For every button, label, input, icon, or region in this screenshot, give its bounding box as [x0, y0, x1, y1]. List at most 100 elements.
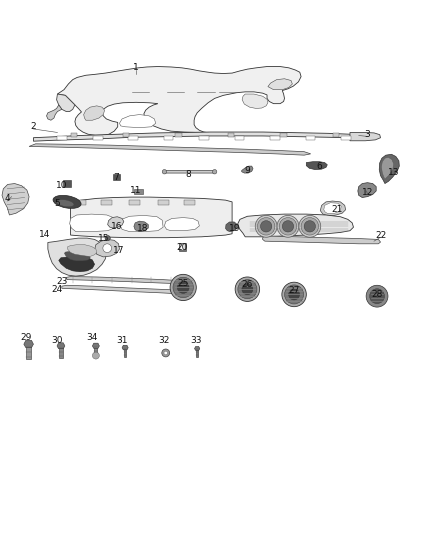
Polygon shape — [320, 201, 346, 216]
Circle shape — [261, 221, 272, 232]
Bar — [158, 200, 169, 205]
Text: 19: 19 — [229, 224, 240, 233]
Polygon shape — [238, 214, 353, 237]
Circle shape — [366, 285, 388, 307]
Text: 16: 16 — [111, 222, 122, 231]
Polygon shape — [306, 161, 327, 169]
Text: 24: 24 — [52, 285, 63, 294]
Circle shape — [162, 349, 170, 357]
Text: 4: 4 — [4, 195, 10, 203]
Polygon shape — [242, 166, 253, 173]
Text: 29: 29 — [20, 333, 31, 342]
Text: 28: 28 — [371, 290, 383, 300]
Polygon shape — [263, 236, 381, 244]
Text: 7: 7 — [113, 173, 119, 182]
Polygon shape — [95, 239, 120, 257]
Text: 6: 6 — [317, 163, 322, 172]
Bar — [94, 346, 97, 357]
Bar — [164, 135, 173, 140]
Polygon shape — [358, 183, 376, 198]
Bar — [179, 244, 186, 251]
Circle shape — [285, 285, 304, 304]
Ellipse shape — [53, 196, 81, 208]
Bar — [180, 244, 185, 251]
Text: 32: 32 — [159, 336, 170, 345]
Bar — [113, 174, 120, 181]
Bar — [196, 349, 198, 357]
Circle shape — [301, 217, 318, 235]
Bar — [75, 200, 86, 205]
Bar — [341, 135, 351, 140]
Polygon shape — [381, 157, 394, 179]
Circle shape — [173, 277, 194, 297]
Polygon shape — [66, 277, 180, 284]
Polygon shape — [71, 197, 232, 238]
Text: 27: 27 — [288, 286, 300, 295]
Text: 30: 30 — [52, 336, 63, 345]
Polygon shape — [46, 105, 62, 120]
Text: 5: 5 — [55, 199, 60, 208]
Polygon shape — [57, 67, 301, 135]
Bar — [124, 348, 127, 357]
Polygon shape — [242, 94, 268, 108]
Circle shape — [103, 244, 112, 253]
Circle shape — [279, 217, 297, 235]
Ellipse shape — [162, 169, 166, 174]
Circle shape — [105, 236, 110, 241]
Circle shape — [283, 221, 293, 232]
Text: 15: 15 — [98, 233, 109, 243]
Ellipse shape — [57, 200, 74, 207]
Circle shape — [255, 215, 277, 237]
Circle shape — [177, 281, 189, 293]
Polygon shape — [350, 133, 381, 141]
Text: 20: 20 — [176, 243, 187, 252]
Polygon shape — [379, 154, 399, 183]
Polygon shape — [164, 217, 199, 231]
Bar — [101, 200, 112, 205]
Circle shape — [282, 282, 306, 306]
Bar — [175, 133, 182, 137]
Polygon shape — [163, 171, 215, 173]
Circle shape — [238, 280, 257, 298]
Polygon shape — [226, 222, 237, 231]
Circle shape — [242, 284, 253, 295]
Text: 1: 1 — [133, 63, 139, 72]
Bar — [228, 133, 234, 137]
Bar — [306, 135, 315, 140]
Text: 13: 13 — [388, 168, 399, 177]
Polygon shape — [268, 79, 292, 90]
Bar — [26, 344, 31, 359]
Polygon shape — [33, 132, 365, 141]
Circle shape — [370, 289, 385, 304]
Polygon shape — [62, 285, 180, 294]
Text: 14: 14 — [39, 230, 50, 239]
Polygon shape — [108, 217, 124, 228]
Polygon shape — [59, 256, 95, 272]
Polygon shape — [48, 238, 106, 276]
Text: 25: 25 — [177, 279, 189, 288]
Polygon shape — [134, 221, 148, 231]
Text: 33: 33 — [191, 336, 202, 345]
Circle shape — [299, 215, 321, 237]
Polygon shape — [120, 115, 155, 128]
Circle shape — [258, 217, 275, 235]
Polygon shape — [2, 183, 29, 215]
Polygon shape — [64, 251, 90, 261]
Polygon shape — [29, 144, 311, 155]
Polygon shape — [122, 345, 128, 350]
Polygon shape — [324, 203, 341, 213]
Text: 34: 34 — [87, 333, 98, 342]
Bar — [184, 200, 195, 205]
Polygon shape — [67, 245, 97, 256]
Circle shape — [289, 289, 300, 300]
Bar — [59, 346, 63, 358]
Bar — [63, 181, 71, 187]
Bar — [270, 135, 280, 140]
Bar — [280, 133, 287, 137]
Bar — [332, 133, 339, 137]
Text: 31: 31 — [117, 336, 128, 345]
Ellipse shape — [212, 169, 217, 174]
Circle shape — [164, 351, 167, 354]
Polygon shape — [57, 94, 75, 111]
Text: 9: 9 — [244, 166, 250, 175]
